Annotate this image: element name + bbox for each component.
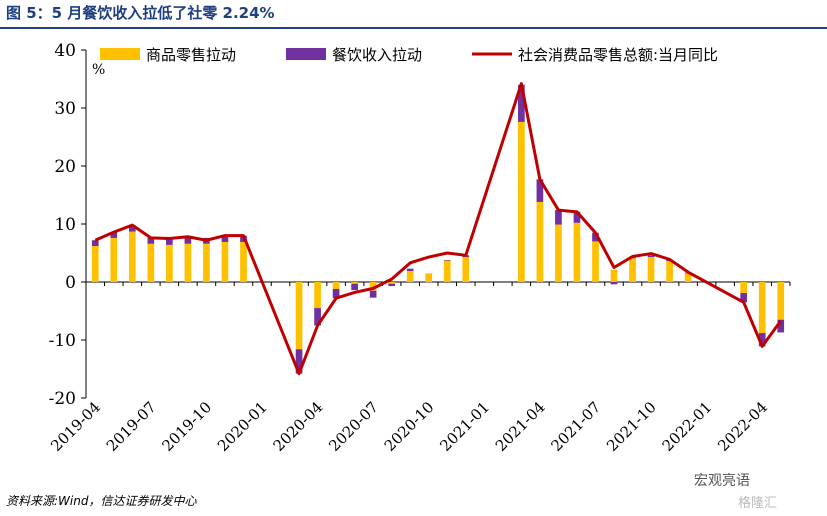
bar-catering — [128, 225, 136, 232]
watermark: 宏观亮语 — [694, 473, 750, 489]
bar-catering — [555, 210, 562, 225]
y-tick-label: -10 — [49, 331, 76, 351]
bar-catering — [388, 283, 396, 287]
bar-catering — [332, 288, 340, 299]
bar-goods — [406, 270, 414, 282]
bar-catering — [221, 235, 229, 242]
bar-goods — [110, 237, 118, 282]
y-tick-label: 20 — [54, 157, 76, 177]
bar-goods — [425, 273, 433, 282]
bar-catering — [295, 349, 303, 374]
watermark-secondary: 格隆汇 — [738, 496, 778, 511]
bar-catering — [406, 268, 414, 271]
x-tick-label: 2020-04 — [270, 398, 327, 455]
bar-goods — [518, 121, 525, 282]
y-tick-label: 0 — [65, 273, 76, 293]
bar-goods — [629, 258, 636, 282]
source-note: 资料来源:Wind，信达证券研发中心 — [6, 494, 197, 508]
bar-catering — [425, 282, 433, 283]
bar-catering — [147, 237, 155, 244]
line-total-retail — [94, 82, 782, 376]
bar-goods — [443, 260, 451, 282]
bar-catering — [740, 293, 748, 303]
y-unit-label: % — [92, 62, 105, 78]
bar-goods — [203, 243, 210, 282]
bar-goods — [536, 201, 544, 282]
bar-goods — [351, 282, 358, 284]
bar-catering — [777, 319, 785, 333]
x-tick-label: 2019-07 — [103, 398, 160, 455]
bar-catering — [351, 283, 358, 291]
x-tick-label: 2021-10 — [603, 398, 660, 455]
bar-goods — [647, 257, 655, 282]
legend-label-catering: 餐饮收入拉动 — [332, 46, 422, 64]
y-tick-label: 40 — [54, 41, 76, 61]
legend-label-goods: 商品零售拉动 — [146, 46, 236, 64]
x-tick-label: 2022-01 — [659, 398, 716, 455]
legend-swatch-goods — [100, 48, 140, 60]
bar-goods — [777, 282, 785, 320]
bar-goods — [573, 222, 581, 282]
bar-catering — [758, 333, 766, 347]
y-tick-label: -20 — [49, 389, 76, 409]
bar-goods — [462, 257, 470, 282]
bar-catering — [592, 232, 599, 242]
bar-goods — [592, 241, 599, 282]
x-axis: 2019-042019-072019-102020-012020-042020-… — [47, 281, 791, 455]
bar-goods — [166, 244, 173, 282]
y-tick-label: 10 — [54, 215, 76, 235]
bar-goods — [295, 282, 303, 350]
legend-swatch-catering — [286, 48, 326, 60]
x-tick-label: 2020-01 — [214, 398, 271, 455]
bar-goods — [240, 241, 247, 282]
y-axis: 40 30 20 10 0 -10 -20% — [49, 41, 106, 409]
bar-goods — [314, 282, 321, 309]
bar-goods — [184, 243, 192, 282]
bar-goods — [91, 246, 99, 282]
bar-goods — [740, 282, 748, 294]
bar-goods — [684, 272, 692, 282]
y-tick-label: 30 — [54, 99, 76, 119]
bar-catering — [184, 237, 192, 244]
bar-goods — [666, 261, 673, 282]
bar-catering — [369, 290, 377, 298]
bar-catering — [91, 240, 99, 247]
bar-goods — [332, 282, 340, 289]
bar-goods — [147, 243, 155, 282]
bar-catering — [110, 232, 118, 238]
x-tick-label: 2021-01 — [436, 398, 493, 455]
bar-catering — [518, 84, 525, 122]
bar-catering — [443, 259, 451, 261]
bar-goods — [555, 224, 562, 282]
bar-catering — [647, 255, 655, 258]
bar-catering — [314, 308, 321, 326]
x-tick-label: 2019-10 — [158, 398, 215, 455]
bar-catering — [573, 211, 581, 223]
bars — [91, 84, 785, 374]
x-tick-label: 2022-04 — [714, 398, 771, 455]
legend-label-total: 社会消费品零售总额:当月同比 — [518, 46, 718, 64]
bar-goods — [610, 269, 618, 282]
x-tick-label: 2020-07 — [325, 398, 382, 455]
bar-goods — [388, 282, 396, 284]
bar-goods — [369, 282, 377, 291]
bar-catering — [166, 238, 173, 245]
bar-catering — [536, 179, 544, 202]
x-tick-label: 2020-10 — [381, 398, 438, 455]
figure-title: 图 5：5 月餐饮收入拉低了社零 2.24% — [6, 4, 275, 22]
bar-catering — [610, 282, 618, 285]
line-series — [94, 82, 782, 376]
bar-goods — [128, 231, 136, 282]
title-rule — [0, 27, 827, 29]
legend: 商品零售拉动 餐饮收入拉动 社会消费品零售总额:当月同比 — [100, 46, 718, 64]
bar-goods — [221, 241, 229, 282]
bar-goods — [758, 282, 766, 334]
x-tick-label: 2021-07 — [547, 398, 604, 455]
x-tick-label: 2021-04 — [492, 398, 549, 455]
